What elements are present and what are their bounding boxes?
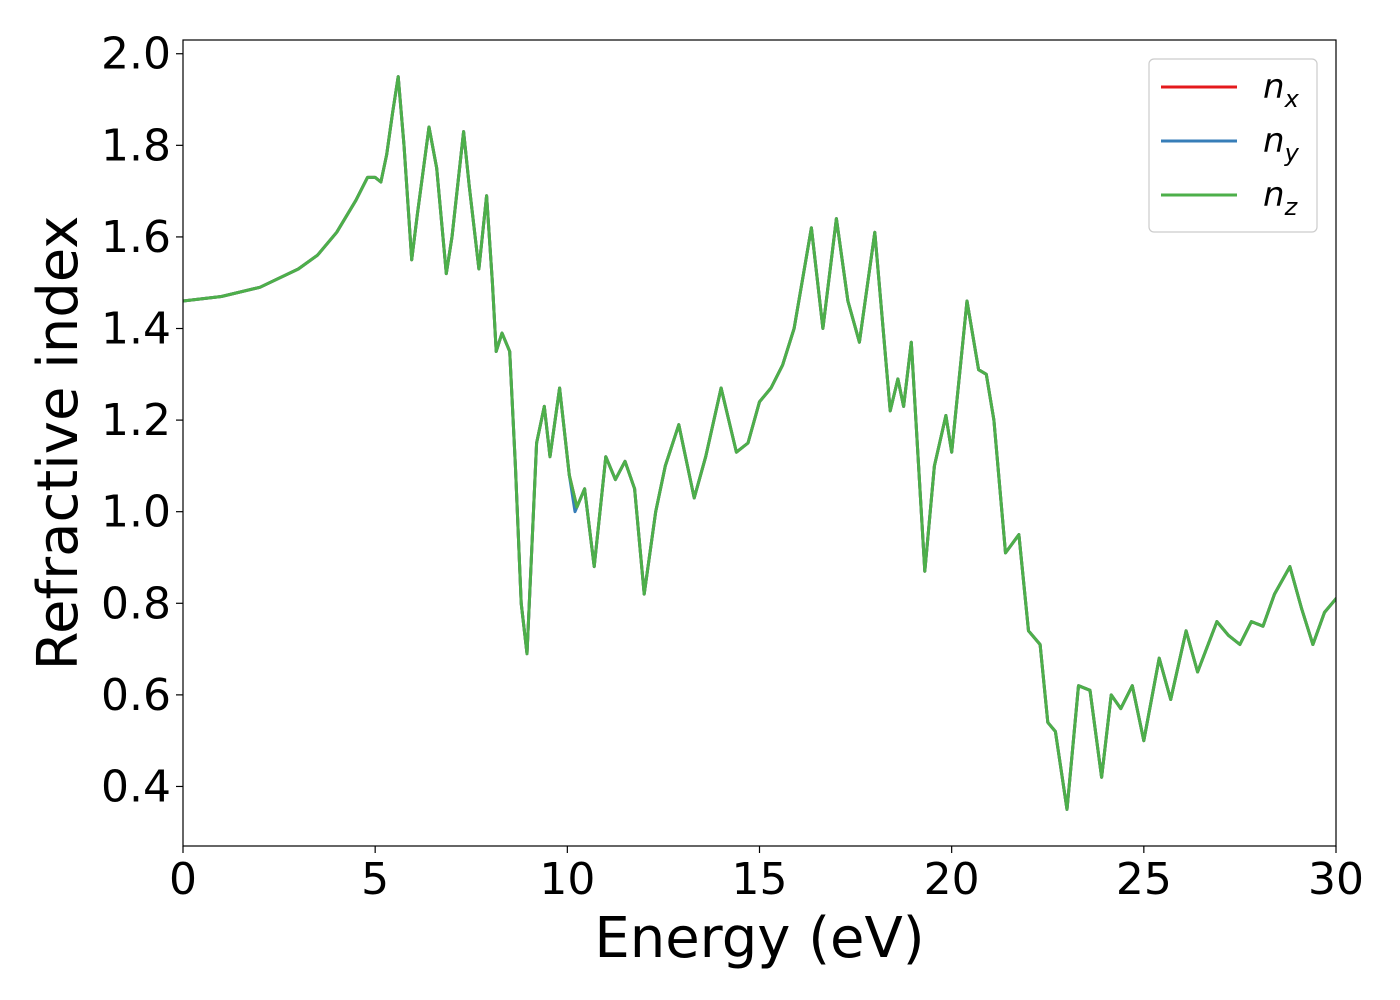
y-tick-label: 2.0 (101, 29, 171, 80)
x-axis-ticks: 0 5 10 15 20 25 30 (169, 846, 1364, 905)
y-tick-label: 1.8 (101, 120, 171, 171)
y-axis-ticks: 0.4 0.6 0.8 1.0 1.2 1.4 1.6 1.8 2.0 (101, 29, 183, 812)
legend-label-nx: nx (1263, 67, 1300, 113)
x-tick-label: 0 (169, 854, 197, 905)
y-tick-label: 1.6 (101, 212, 171, 263)
y-tick-label: 1.2 (101, 395, 171, 446)
y-axis-label: Refractive index (26, 216, 91, 671)
y-tick-label: 0.6 (101, 670, 171, 721)
y-tick-label: 0.4 (101, 761, 171, 812)
y-tick-label: 0.8 (101, 578, 171, 629)
y-tick-label: 1.4 (101, 304, 171, 355)
x-axis-label: Energy (eV) (594, 906, 924, 971)
series-layer (183, 75, 1336, 811)
legend-label-ny: ny (1263, 121, 1300, 167)
legend-label-nz: nz (1263, 175, 1299, 221)
x-tick-label: 15 (732, 854, 788, 905)
x-tick-label: 20 (924, 854, 980, 905)
series-line-n-z (183, 75, 1336, 811)
x-tick-label: 10 (539, 854, 595, 905)
y-tick-label: 1.0 (101, 487, 171, 538)
x-tick-label: 5 (361, 854, 389, 905)
legend-box (1148, 58, 1318, 233)
legend: nx ny nz (1148, 58, 1318, 233)
x-tick-label: 25 (1116, 854, 1172, 905)
x-tick-label: 30 (1308, 854, 1364, 905)
